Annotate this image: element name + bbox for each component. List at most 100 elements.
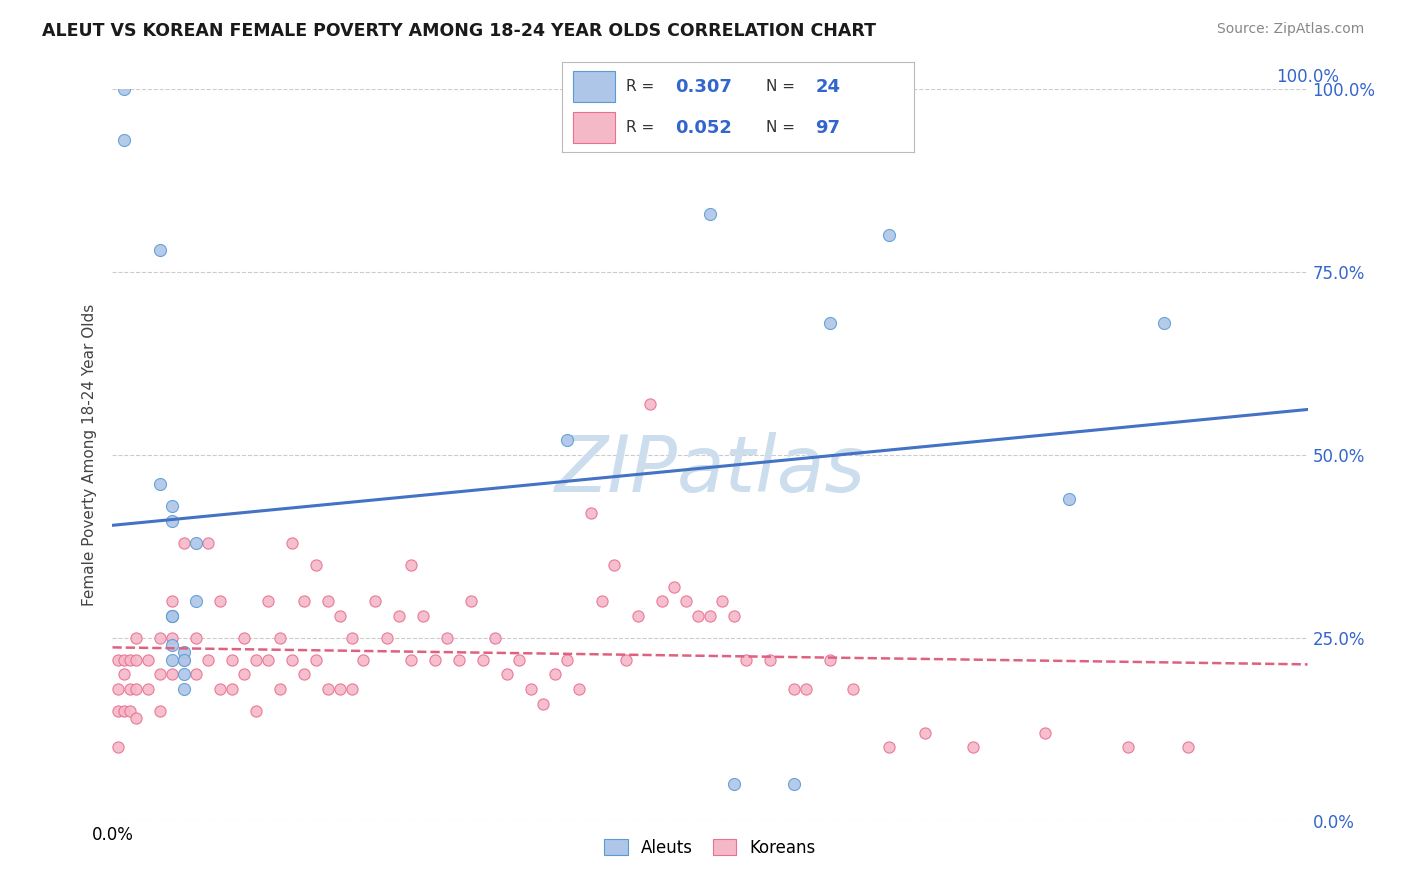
Point xyxy=(818,653,841,667)
Text: R =: R = xyxy=(626,120,659,135)
Point xyxy=(125,631,148,645)
Point xyxy=(257,594,280,608)
Point xyxy=(759,653,782,667)
Point xyxy=(401,653,423,667)
Point xyxy=(616,653,638,667)
Point xyxy=(555,653,578,667)
Point xyxy=(233,631,256,645)
Point xyxy=(842,681,865,696)
Point xyxy=(735,653,758,667)
Text: N =: N = xyxy=(766,120,800,135)
Point xyxy=(245,653,267,667)
Point xyxy=(879,740,901,755)
Point xyxy=(120,681,142,696)
Point xyxy=(329,681,352,696)
Point xyxy=(914,726,936,740)
Point xyxy=(329,608,352,623)
Point xyxy=(436,631,458,645)
Point xyxy=(173,667,195,681)
Point xyxy=(664,580,686,594)
Point xyxy=(292,667,315,681)
Point xyxy=(292,594,315,608)
Point xyxy=(651,594,673,608)
Point xyxy=(186,631,208,645)
Point xyxy=(221,681,243,696)
Point xyxy=(209,681,232,696)
Point xyxy=(388,608,411,623)
Point xyxy=(197,535,219,549)
Point xyxy=(162,653,183,667)
Point xyxy=(149,667,172,681)
Text: Source: ZipAtlas.com: Source: ZipAtlas.com xyxy=(1216,22,1364,37)
Legend: Aleuts, Koreans: Aleuts, Koreans xyxy=(598,832,823,863)
Point xyxy=(818,316,841,330)
Point xyxy=(723,608,745,623)
Point xyxy=(316,594,339,608)
Point xyxy=(114,667,135,681)
Point xyxy=(149,704,172,718)
Point xyxy=(173,645,195,659)
Point xyxy=(269,681,291,696)
Point xyxy=(962,740,984,755)
Point xyxy=(173,653,195,667)
Point xyxy=(1177,740,1199,755)
Point xyxy=(107,740,129,755)
Point xyxy=(699,608,721,623)
Point xyxy=(531,697,554,711)
Point xyxy=(162,631,183,645)
Point xyxy=(364,594,387,608)
Point xyxy=(173,681,195,696)
Point xyxy=(377,631,399,645)
Point xyxy=(1057,491,1080,506)
Point xyxy=(125,711,148,725)
Point xyxy=(149,631,172,645)
Point xyxy=(149,243,172,257)
Point xyxy=(508,653,530,667)
Point xyxy=(149,477,172,491)
Point xyxy=(209,594,232,608)
Point xyxy=(221,653,243,667)
Point xyxy=(1153,316,1175,330)
Text: 97: 97 xyxy=(815,119,841,136)
Point xyxy=(120,704,142,718)
Point xyxy=(114,133,135,147)
Point xyxy=(197,653,219,667)
Point xyxy=(114,653,135,667)
Point xyxy=(555,434,578,448)
Point xyxy=(245,704,267,718)
Point xyxy=(162,514,183,528)
Point xyxy=(125,653,148,667)
Point xyxy=(162,499,183,513)
Point xyxy=(412,608,434,623)
Bar xyxy=(574,71,614,102)
Text: 0.307: 0.307 xyxy=(675,78,731,95)
Point xyxy=(782,681,804,696)
Point xyxy=(496,667,519,681)
Point xyxy=(447,653,470,667)
Point xyxy=(138,681,160,696)
Point xyxy=(592,594,614,608)
Point xyxy=(162,638,183,652)
Point xyxy=(269,631,291,645)
Point xyxy=(711,594,734,608)
Point xyxy=(675,594,697,608)
Text: N =: N = xyxy=(766,79,800,94)
Point xyxy=(281,535,304,549)
Text: R =: R = xyxy=(626,79,659,94)
Point xyxy=(352,653,374,667)
Point xyxy=(425,653,447,667)
Point xyxy=(173,653,195,667)
Point xyxy=(401,558,423,572)
Point xyxy=(316,681,339,696)
Point xyxy=(568,681,591,696)
Point xyxy=(305,558,328,572)
Point xyxy=(460,594,482,608)
Point xyxy=(120,653,142,667)
Text: 24: 24 xyxy=(815,78,841,95)
Y-axis label: Female Poverty Among 18-24 Year Olds: Female Poverty Among 18-24 Year Olds xyxy=(82,304,97,606)
Text: ZIPatlas: ZIPatlas xyxy=(554,432,866,508)
Point xyxy=(162,608,183,623)
Point xyxy=(1033,726,1056,740)
Point xyxy=(173,535,195,549)
Point xyxy=(520,681,543,696)
